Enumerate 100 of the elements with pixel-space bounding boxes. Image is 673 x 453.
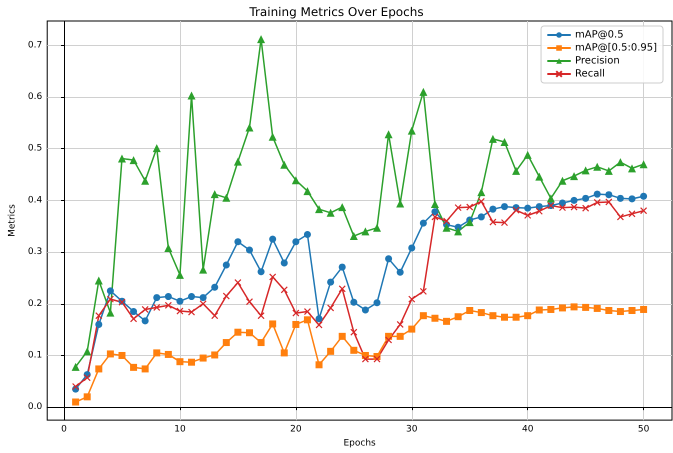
point [442, 217, 450, 225]
point [350, 328, 358, 336]
point [118, 352, 126, 359]
point [222, 194, 230, 202]
point [488, 134, 497, 143]
point [408, 244, 416, 252]
point [211, 284, 218, 291]
point [478, 213, 485, 220]
point [373, 356, 381, 363]
x-tick-label: 0 [61, 424, 68, 435]
point [582, 194, 590, 202]
point [188, 308, 196, 316]
point [605, 307, 612, 314]
point [396, 268, 404, 276]
point [164, 244, 172, 252]
y-tick-label: 0.1 [28, 350, 42, 360]
point [350, 346, 358, 354]
point [500, 219, 508, 226]
point [292, 309, 300, 317]
point [384, 130, 393, 138]
point [431, 213, 439, 221]
point [466, 307, 474, 314]
point [616, 194, 624, 202]
point [420, 312, 427, 320]
point [338, 332, 346, 340]
point [246, 246, 253, 254]
point [535, 172, 544, 181]
point [594, 304, 601, 312]
point [315, 205, 324, 214]
point [512, 166, 520, 175]
point [582, 166, 590, 174]
point [316, 315, 323, 322]
point [466, 204, 474, 211]
point [512, 206, 520, 214]
point [582, 204, 590, 212]
point [245, 123, 254, 132]
point [489, 206, 496, 213]
point [280, 160, 288, 169]
point [327, 278, 334, 286]
point [83, 347, 92, 356]
point [454, 227, 462, 236]
point [106, 296, 114, 303]
point [489, 218, 497, 226]
point [524, 212, 532, 219]
legend-label: Recall [575, 68, 605, 80]
point [72, 382, 80, 390]
point [200, 294, 207, 302]
point [570, 303, 578, 310]
point [524, 150, 532, 159]
x-tick-label: 10 [174, 424, 186, 435]
point [536, 203, 543, 210]
point [408, 126, 416, 135]
point [582, 304, 590, 311]
x-tick-label: 30 [406, 424, 418, 435]
point [222, 292, 230, 300]
point [431, 314, 438, 322]
point [234, 238, 242, 246]
point [280, 349, 288, 356]
point [501, 203, 508, 210]
point [327, 304, 334, 312]
point [420, 220, 427, 227]
point [130, 308, 138, 316]
point [442, 224, 451, 232]
point [234, 158, 242, 166]
point [327, 348, 334, 355]
point [246, 298, 254, 306]
point [558, 304, 566, 312]
point [570, 196, 578, 204]
point [234, 328, 242, 336]
point [258, 268, 265, 276]
point [188, 358, 196, 366]
legend-label: Precision [575, 56, 620, 66]
point [95, 365, 102, 372]
point [628, 164, 636, 172]
point [594, 190, 601, 198]
point [258, 339, 265, 346]
point [361, 227, 370, 236]
legend-label: mAP@0.5 [575, 30, 624, 40]
point [558, 204, 566, 212]
y-tick-label: 0.7 [28, 40, 42, 50]
point [257, 312, 265, 320]
point [616, 213, 624, 221]
point [408, 296, 416, 303]
point [130, 364, 138, 371]
point [222, 339, 230, 346]
point [210, 190, 219, 198]
x-tick-label: 40 [522, 424, 534, 435]
point [200, 300, 207, 308]
y-tick-label: 0.0 [28, 402, 42, 412]
point [616, 158, 624, 166]
point [84, 393, 91, 400]
point [164, 293, 172, 300]
point [211, 351, 218, 358]
point [443, 318, 450, 325]
point [350, 298, 358, 306]
point [176, 358, 184, 366]
point [164, 350, 172, 358]
point [431, 208, 438, 216]
y-axis-title: Metrics [8, 204, 18, 237]
point [640, 192, 648, 200]
